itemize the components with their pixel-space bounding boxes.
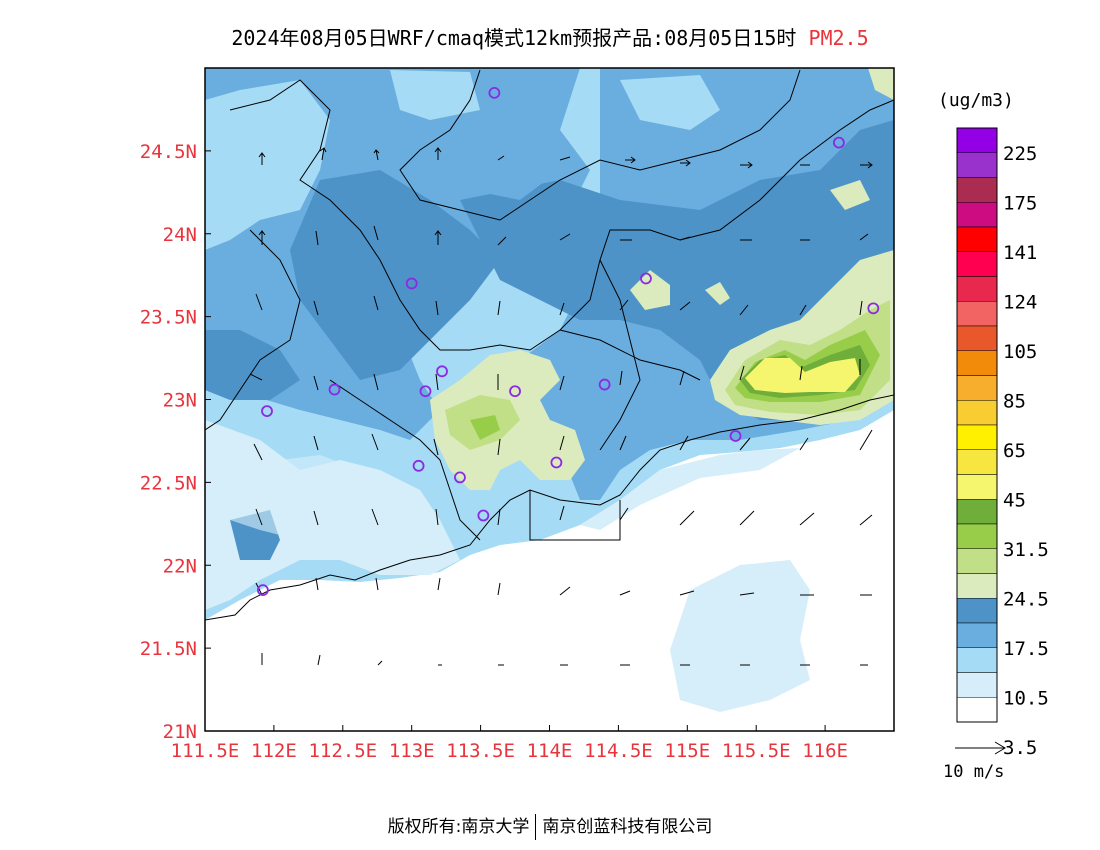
legend-swatch [956, 202, 998, 228]
monitoring-stations [256, 86, 880, 597]
boundaries [205, 69, 894, 621]
lon-label: 112.5E [308, 740, 377, 762]
legend-label: 31.5 [1003, 539, 1049, 561]
legend-swatch [956, 523, 998, 549]
lat-label: 23.5N [140, 307, 197, 329]
wind-scale-label: 10 m/s [943, 762, 1005, 782]
legend-swatch [956, 573, 998, 599]
legend-label: 24.5 [1003, 588, 1049, 610]
legend-swatch [956, 127, 998, 153]
lat-label: 24N [163, 224, 197, 246]
lon-label: 114.5E [584, 740, 653, 762]
lat-label: 23N [163, 390, 197, 412]
legend-swatch [956, 449, 998, 475]
station-marker [261, 405, 273, 418]
station-marker [598, 378, 611, 391]
copyright-right: 南京创蓝科技有限公司 [542, 817, 713, 837]
lon-label: 115.5E [722, 740, 791, 762]
wind-vectors [249, 147, 873, 666]
legend-swatch [956, 152, 998, 178]
lon-label: 113.5E [446, 740, 515, 762]
color-legend: 225 175 141 124 105 85 65 45 31.5 24.5 17.5 10.5 3.5 [956, 127, 1049, 759]
legend-label: 105 [1003, 341, 1037, 363]
station-marker [412, 459, 425, 472]
lat-label: 21.5N [140, 638, 197, 660]
legend-swatch [956, 647, 998, 673]
legend-frame [956, 127, 998, 723]
lat-label: 22.5N [140, 472, 197, 494]
legend-unit: (ug/m3) [938, 90, 1014, 111]
legend-swatch [956, 548, 998, 574]
station-marker [256, 584, 269, 597]
station-marker [328, 383, 341, 396]
legend-label: 225 [1003, 143, 1037, 165]
legend-swatch [956, 301, 998, 327]
lat-label: 21N [163, 721, 197, 743]
legend-swatch [956, 226, 998, 252]
copyright-left: 版权所有:南京大学 [387, 817, 530, 837]
legend-label: 10.5 [1003, 687, 1049, 709]
legend-label: 17.5 [1003, 638, 1049, 660]
lon-label: 113E [389, 740, 435, 762]
lon-label: 116E [802, 740, 848, 762]
lon-label: 114E [527, 740, 573, 762]
legend-swatch [956, 424, 998, 450]
legend-label: 85 [1003, 390, 1026, 412]
map-axes: 111.5E 112E 112.5E 113E 113.5E 114E 114.5E 115E… [140, 141, 848, 762]
station-marker [454, 471, 466, 484]
pm25-field [205, 68, 894, 731]
legend-swatch [956, 325, 998, 351]
legend-swatch [956, 697, 998, 723]
station-marker [550, 456, 563, 469]
station-marker [640, 272, 652, 285]
lon-label: 115E [664, 740, 710, 762]
legend-label: 45 [1003, 489, 1026, 511]
legend-label: 141 [1003, 242, 1037, 264]
lon-label: 112E [251, 740, 297, 762]
wind-scale-arrow [955, 741, 1006, 755]
station-marker [419, 385, 432, 398]
legend-swatch [956, 350, 998, 376]
pollutant-label: PM2.5 [808, 26, 869, 50]
station-marker [488, 86, 501, 99]
legend-swatch [956, 276, 998, 302]
legend-swatch [956, 375, 998, 401]
legend-label: 175 [1003, 192, 1037, 214]
station-marker [729, 430, 742, 442]
lat-label: 24.5N [140, 141, 197, 163]
legend-label: 3.5 [1003, 737, 1037, 759]
legend-swatch [956, 251, 998, 277]
station-marker [509, 385, 521, 398]
lon-label: 111.5E [171, 740, 240, 762]
station-marker [405, 277, 418, 290]
legend-swatch [956, 622, 998, 648]
lat-label: 22N [163, 555, 197, 577]
legend-swatch [956, 598, 998, 624]
legend-label: 124 [1003, 291, 1037, 313]
map-title: 2024年08月05日WRF/cmaq模式12km预报产品:08月05日15时 P… [231, 26, 869, 50]
legend-swatch [956, 474, 998, 500]
legend-swatch [956, 400, 998, 426]
station-marker [867, 302, 880, 315]
station-marker [436, 365, 448, 378]
legend-swatch [956, 499, 998, 525]
legend-swatch [956, 672, 998, 698]
legend-label: 65 [1003, 440, 1026, 462]
station-marker [477, 509, 490, 522]
legend-swatch [956, 177, 998, 203]
station-marker [832, 136, 845, 149]
copyright-footer: 版权所有:南京大学 南京创蓝科技有限公司 [0, 812, 1100, 840]
